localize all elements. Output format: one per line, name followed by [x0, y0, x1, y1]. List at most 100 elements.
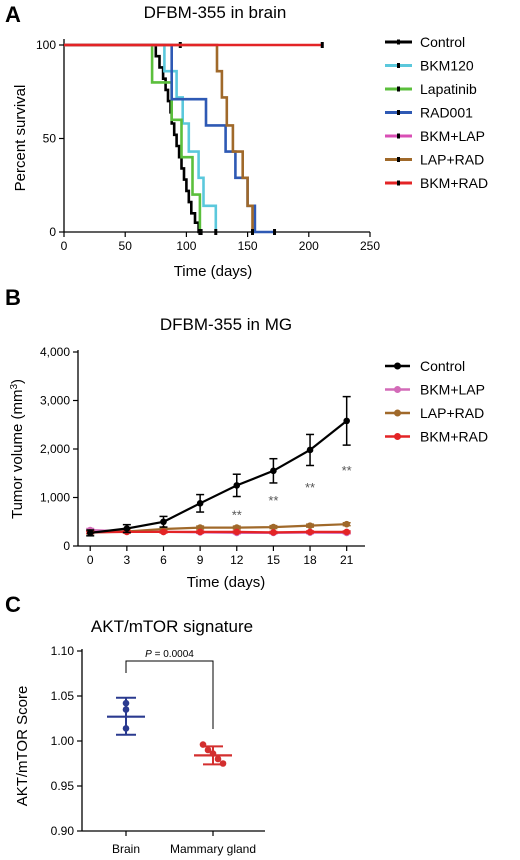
chart-a-x-tick-label: 150 — [238, 239, 258, 253]
data-point-control — [86, 529, 94, 537]
data-point-brain — [122, 725, 130, 732]
chart-a-ylabel: Percent survival — [12, 85, 29, 192]
chart-c-y-tick-label: 0.90 — [51, 824, 75, 838]
p-value-label: P = 0.0004 — [145, 649, 194, 660]
chart-a-x-tick-label: 250 — [360, 239, 380, 253]
chart-c-y-tick-label: 1.05 — [51, 689, 75, 703]
legend-marker-control — [394, 362, 401, 370]
legend-marker-bkm-rad — [394, 433, 401, 440]
series-line-control — [90, 420, 348, 534]
chart-a-x-tick-label: 50 — [119, 239, 133, 253]
legend-label-bkm-rad: BKM+RAD — [420, 429, 488, 445]
data-point-control — [343, 417, 350, 425]
censor-mark-rad001 — [273, 229, 277, 235]
legend-marker-bkm-rad — [397, 180, 400, 186]
data-point-brain — [122, 699, 130, 707]
data-point-control — [123, 525, 131, 532]
chart-a-x-tick-label: 200 — [299, 239, 319, 253]
chart-a-x-tick-label: 0 — [61, 239, 68, 253]
chart-a-xlabel: Time (days) — [174, 263, 253, 280]
significance-annotation: ** — [342, 463, 352, 478]
legend-label-lapatinib: Lapatinib — [420, 81, 477, 97]
chart-b-xlabel: Time (days) — [187, 574, 266, 591]
legend-marker-bkm120 — [397, 63, 400, 68]
chart-b-y-tick-label: 1,000 — [40, 491, 70, 505]
data-point-control — [233, 482, 241, 489]
legend-label-bkm-lap: BKM+LAP — [420, 382, 485, 398]
data-point-bkm-rad — [343, 528, 350, 536]
data-point-control — [306, 446, 314, 454]
data-point-bkm-rad — [270, 529, 277, 536]
censor-mark-bkm-rad — [320, 42, 324, 48]
series-line-lapatinib — [64, 43, 202, 232]
legend-marker-bkm-lap — [394, 386, 401, 393]
significance-annotation: ** — [268, 493, 278, 508]
legend-label-bkm-lap: BKM+LAP — [420, 128, 485, 144]
data-point-bkm-rad — [233, 528, 241, 536]
panel-b: B DFBM-355 in MG Time (days) Tumor volum… — [5, 285, 488, 591]
legend-label-bkm120: BKM120 — [420, 58, 474, 74]
chart-c-title: AKT/mTOR signature — [91, 617, 253, 636]
chart-b-x-tick-label: 0 — [87, 553, 94, 567]
chart-c-y-tick-label: 0.95 — [51, 779, 75, 793]
chart-b-x-tick-label: 21 — [340, 553, 354, 567]
significance-bracket — [125, 660, 214, 729]
chart-c-y-tick-label: 1.00 — [51, 734, 75, 748]
legend-marker-bkm-lap — [397, 133, 400, 139]
data-point-mammary-gland — [214, 755, 222, 763]
chart-b-x-tick-label: 3 — [124, 553, 131, 567]
data-point-mammary-gland — [199, 741, 207, 748]
panel-a: A DFBM-355 in brain Time (days) Percent … — [5, 2, 488, 280]
data-point-lap-rad — [343, 520, 350, 528]
chart-b-x-tick-label: 9 — [197, 553, 204, 567]
legend-label-rad001: RAD001 — [420, 105, 473, 121]
panel-c: C AKT/mTOR signature AKT/mTOR Score 0.90… — [5, 592, 265, 856]
chart-b-y-tick-label: 3,000 — [40, 394, 70, 408]
chart-c-x-tick-label: Brain — [112, 842, 140, 856]
legend-marker-lap-rad — [394, 409, 401, 417]
chart-a-y-tick-label: 0 — [49, 225, 56, 239]
censor-mark-lapatinib — [198, 229, 202, 235]
chart-b-y-tick-label: 0 — [63, 539, 70, 553]
data-point-control — [270, 467, 277, 475]
censor-mark-lap-rad — [250, 229, 254, 235]
legend-label-lap-rad: LAP+RAD — [420, 405, 484, 421]
chart-a-title: DFBM-355 in brain — [144, 3, 287, 22]
chart-a-y-tick-label: 100 — [36, 38, 56, 52]
data-point-bkm-rad — [160, 528, 167, 536]
panel-letter-b: B — [5, 285, 21, 310]
series-line-bkm-rad — [90, 530, 347, 534]
chart-b-ylabel: Tumor volume (mm3) — [9, 379, 27, 519]
series-line-control — [64, 43, 202, 234]
chart-c-ylabel: AKT/mTOR Score — [14, 686, 31, 807]
data-point-bkm-rad — [196, 528, 204, 536]
data-point-brain — [122, 706, 130, 713]
data-point-control — [160, 518, 167, 526]
chart-b-x-tick-label: 15 — [267, 553, 281, 567]
legend-label-lap-rad: LAP+RAD — [420, 152, 484, 168]
series-line-bkm120 — [64, 43, 218, 232]
chart-b-x-tick-label: 6 — [160, 553, 167, 567]
data-point-mammary-gland — [204, 746, 212, 754]
legend-label-control: Control — [420, 34, 465, 50]
series-line-rad001 — [64, 43, 275, 234]
legend-label-control: Control — [420, 358, 465, 374]
data-point-mammary-gland — [209, 750, 217, 757]
chart-b-y-tick-label: 4,000 — [40, 345, 70, 359]
chart-c-y-tick-label: 1.10 — [51, 644, 75, 658]
chart-b-x-tick-label: 18 — [303, 553, 317, 567]
chart-b-y-tick-label: 2,000 — [40, 442, 70, 456]
chart-a-x-tick-label: 100 — [176, 239, 196, 253]
data-point-bkm-rad — [306, 528, 314, 536]
legend-label-bkm-rad: BKM+RAD — [420, 175, 488, 191]
data-point-lap-rad — [306, 522, 314, 529]
data-point-control — [196, 500, 204, 507]
series-line-lap-rad — [64, 43, 254, 232]
panel-letter-a: A — [5, 2, 21, 27]
chart-c-x-tick-label: Mammary gland — [170, 842, 256, 856]
panel-letter-c: C — [5, 592, 21, 617]
legend-marker-lap-rad — [397, 157, 400, 162]
data-point-lap-rad — [270, 523, 277, 531]
chart-b-x-tick-label: 12 — [230, 553, 244, 567]
